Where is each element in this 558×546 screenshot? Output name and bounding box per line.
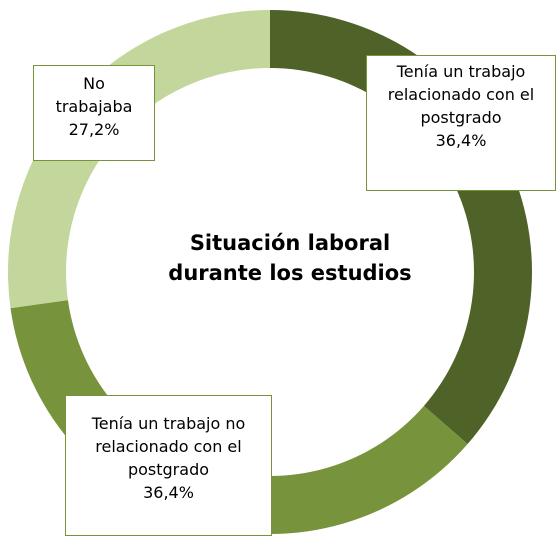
- category-label: Tenía un trabajo relacionado con el post…: [387, 62, 535, 127]
- chart-title: Situación laboral durante los estudios: [168, 231, 412, 285]
- value-label: 36,4%: [143, 483, 194, 502]
- slice-label: No trabajaba 27,2%: [33, 65, 155, 161]
- category-label: Tenía un trabajo no relacionado con el p…: [91, 414, 246, 479]
- value-label: 36,4%: [435, 131, 487, 150]
- slice-label: Tenía un trabajo no relacionado con el p…: [65, 395, 272, 536]
- slice-label: Tenía un trabajo relacionado con el post…: [366, 55, 556, 191]
- value-label: 27,2%: [68, 120, 120, 139]
- category-label: No trabajaba: [55, 74, 133, 116]
